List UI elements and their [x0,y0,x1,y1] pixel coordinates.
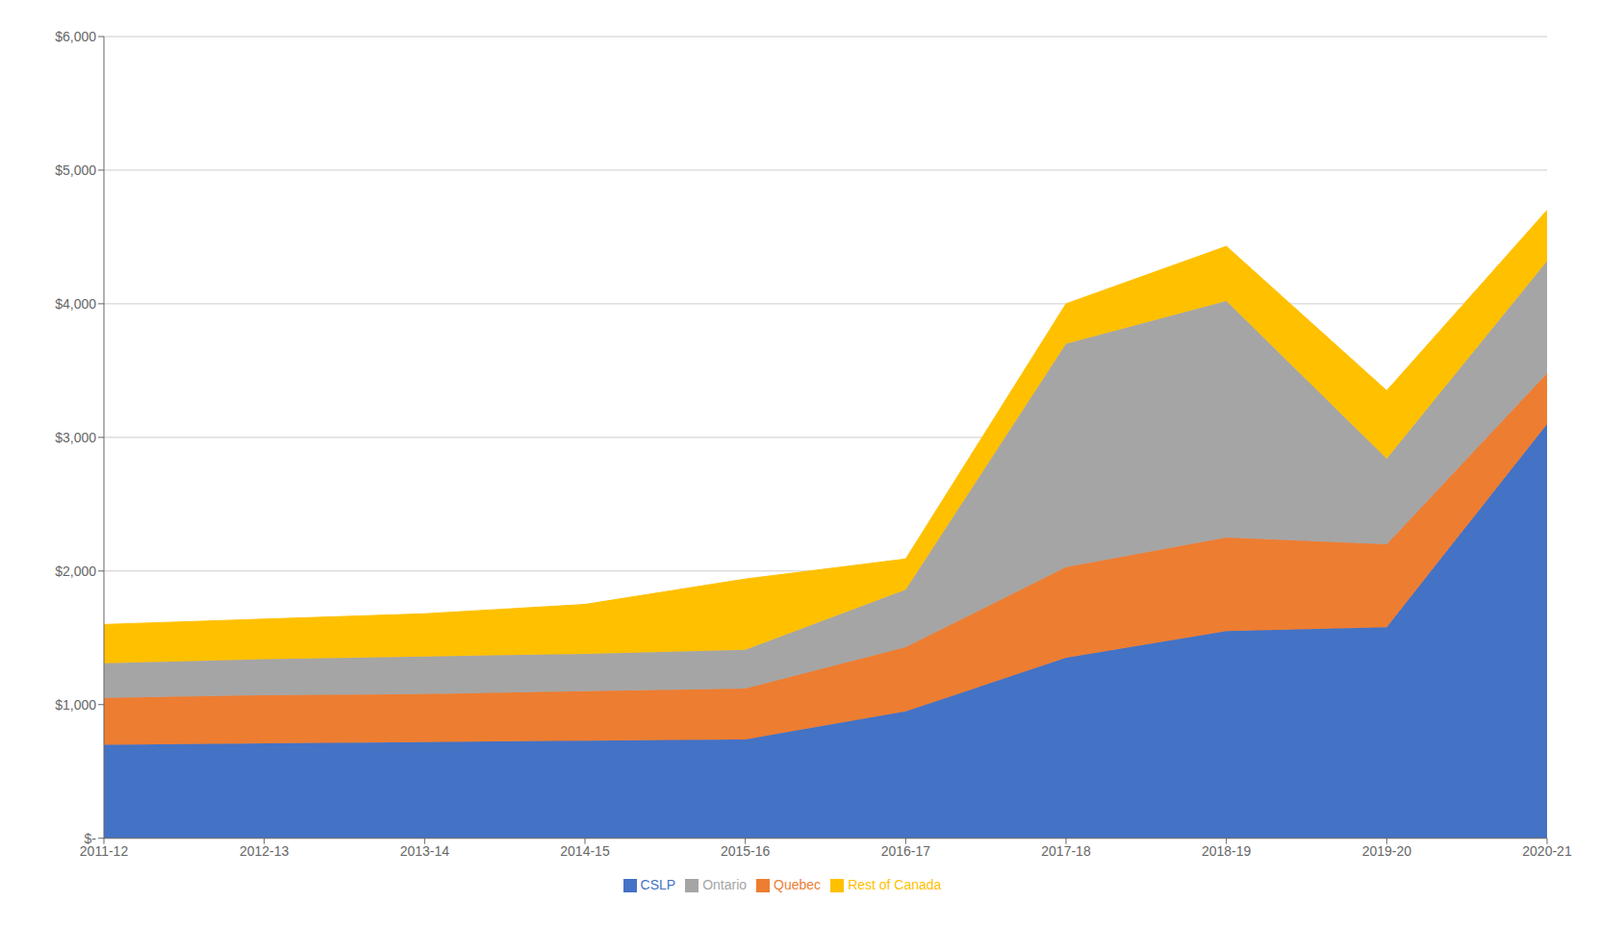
svg-text:$3,000: $3,000 [54,430,97,446]
svg-text:2018-19: 2018-19 [1201,843,1252,860]
svg-text:2014-15: 2014-15 [559,843,610,860]
svg-text:$-: $- [84,831,98,847]
svg-text:$6,000: $6,000 [54,28,97,45]
svg-text:2019-20: 2019-20 [1362,843,1413,860]
html-text:CSLP: CSLP [640,877,676,893]
svg-text:2011-12: 2011-12 [79,843,129,859]
html-text:Quebec: Quebec [773,877,821,893]
svg-text:$1,000: $1,000 [54,697,97,713]
html-text:Rest of Canada: Rest of Canada [847,877,942,893]
svg-text:2020-21: 2020-21 [1522,843,1573,860]
svg-text:$5,000: $5,000 [54,162,97,178]
svg-text:2017-18: 2017-18 [1041,843,1092,860]
svg-text:$4,000: $4,000 [54,296,97,312]
svg-text:2013-14: 2013-14 [400,843,451,860]
svg-text:2015-16: 2015-16 [720,843,771,860]
svg-text:2016-17: 2016-17 [881,843,932,860]
svg-text:2012-13: 2012-13 [239,843,290,860]
html-text:Ontario: Ontario [702,877,747,893]
svg-text:$2,000: $2,000 [54,563,97,580]
